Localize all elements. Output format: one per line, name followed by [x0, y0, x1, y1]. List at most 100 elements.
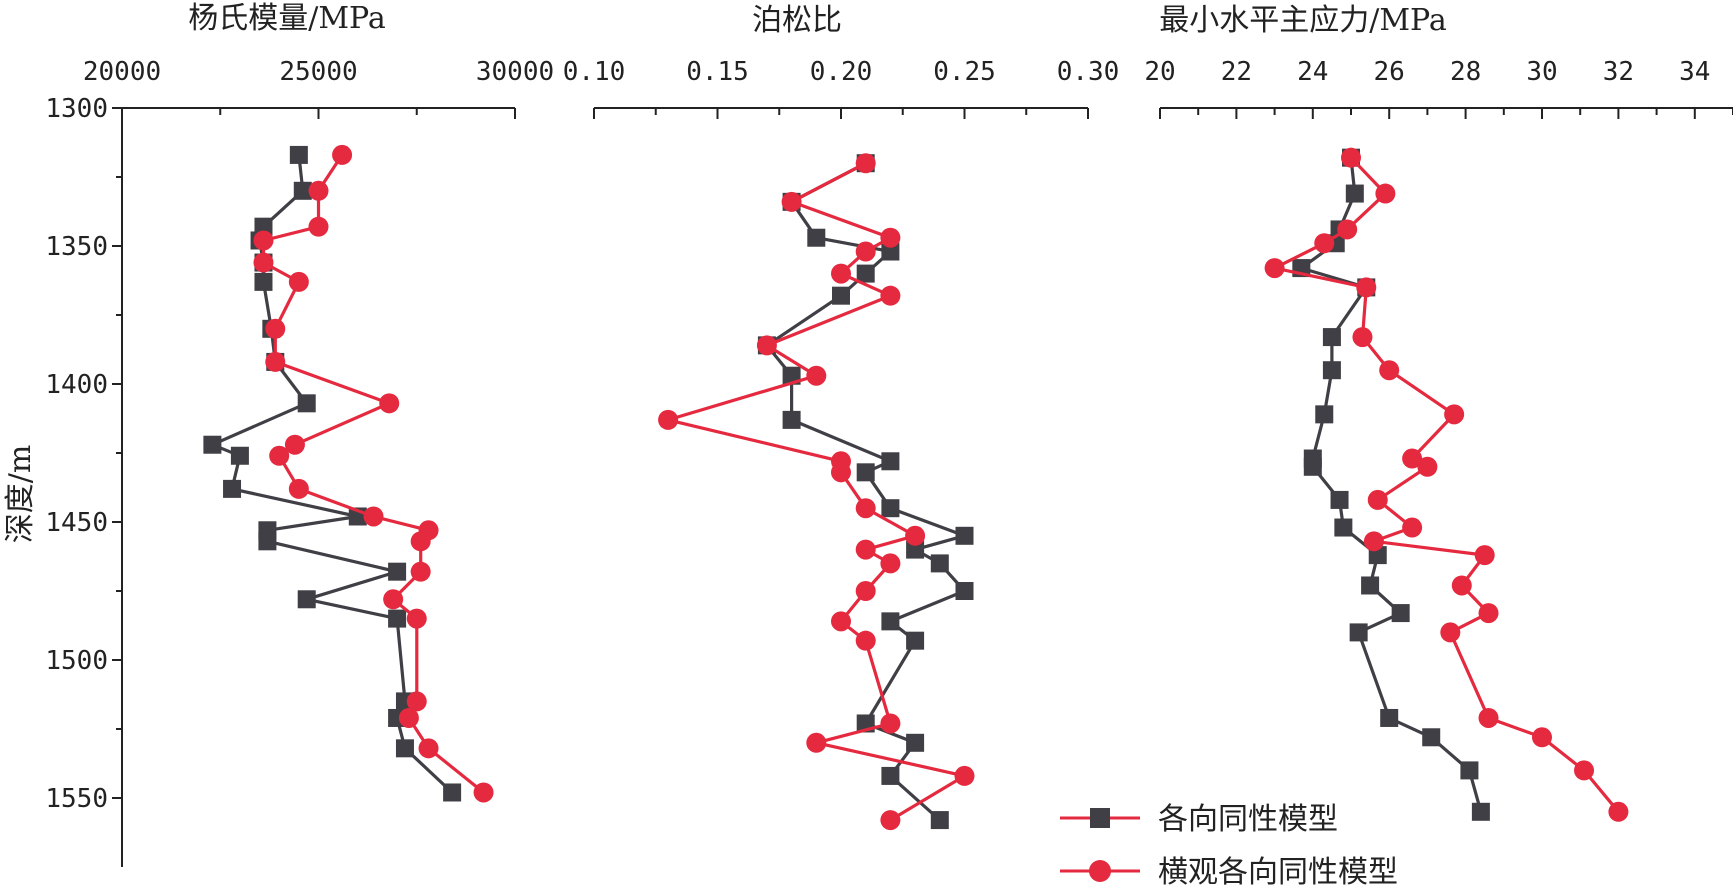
data-point-square — [223, 479, 242, 498]
data-point-circle — [880, 713, 901, 734]
data-point-circle — [1478, 603, 1499, 624]
data-point-circle — [806, 365, 827, 386]
data-point-square — [1345, 184, 1364, 203]
data-point-circle — [855, 630, 876, 651]
data-point-circle — [1356, 277, 1377, 298]
data-point-circle — [855, 241, 876, 262]
data-point-circle — [880, 285, 901, 306]
legend-marker-circle — [1089, 860, 1111, 882]
data-point-circle — [831, 462, 851, 483]
data-point-circle — [269, 445, 290, 466]
x-tick-label: 34 — [1679, 57, 1710, 87]
data-point-circle — [473, 782, 494, 803]
data-point-circle — [756, 335, 777, 356]
data-point-square — [258, 532, 277, 551]
data-point-circle — [1402, 448, 1423, 469]
y-tick-label: 1500 — [45, 646, 108, 676]
data-point-square — [782, 410, 801, 429]
data-point-square — [881, 766, 900, 785]
data-point-square — [443, 783, 462, 802]
data-point-square — [955, 582, 974, 600]
x-tick-label: 24 — [1297, 57, 1328, 87]
data-point-square — [388, 562, 407, 581]
data-point-square — [856, 463, 875, 482]
data-point-circle — [1363, 531, 1384, 552]
data-point-square — [1303, 457, 1322, 476]
legend: 各向同性模型 横观各向同性模型 — [1060, 802, 1398, 890]
data-point-circle — [1341, 147, 1361, 168]
data-point-square — [881, 452, 900, 471]
data-point-circle — [1379, 360, 1400, 381]
data-point-square — [906, 540, 925, 559]
data-point-square — [293, 181, 312, 200]
data-point-circle — [284, 434, 305, 455]
x-tick-label: 22 — [1221, 57, 1252, 87]
data-point-circle — [1574, 760, 1595, 781]
y-tick-label: 1550 — [45, 784, 108, 814]
data-point-circle — [308, 216, 329, 237]
series-line-vti-0 — [261, 154, 485, 794]
data-point-circle — [781, 191, 802, 212]
legend-label-iso: 各向同性模型 — [1158, 802, 1338, 837]
data-point-square — [1330, 490, 1349, 509]
data-point-square — [832, 286, 850, 305]
data-point-circle — [379, 393, 400, 414]
data-point-circle — [308, 180, 329, 201]
data-point-square — [906, 733, 925, 752]
data-point-circle — [1402, 517, 1423, 538]
x-tick-label: 26 — [1374, 57, 1405, 87]
data-point-square — [807, 228, 826, 247]
data-point-circle — [1444, 404, 1465, 425]
data-point-square — [1315, 405, 1334, 424]
y-tick-label: 1350 — [45, 232, 108, 262]
data-point-circle — [1478, 707, 1499, 728]
data-point-circle — [253, 252, 274, 273]
data-point-circle — [253, 230, 274, 251]
data-point-square — [203, 435, 222, 454]
data-point-circle — [880, 227, 901, 248]
data-point-circle — [406, 691, 427, 712]
data-point-circle — [332, 144, 353, 165]
data-point-circle — [855, 539, 876, 560]
x-tick-label: 32 — [1603, 57, 1634, 87]
x-tick-label: 0.30 — [1057, 57, 1120, 87]
y-tick-label: 1300 — [45, 94, 108, 124]
data-point-square — [1380, 708, 1399, 727]
data-point-square — [297, 394, 316, 413]
data-point-circle — [954, 765, 975, 786]
data-point-circle — [1608, 801, 1629, 822]
data-point-circle — [1375, 183, 1396, 204]
data-point-square — [1391, 604, 1410, 623]
data-point-circle — [288, 271, 309, 292]
data-point-square — [289, 145, 308, 164]
data-point-square — [881, 499, 900, 518]
data-point-circle — [1314, 233, 1335, 254]
series-line-vti-1 — [666, 161, 967, 822]
data-point-square — [1460, 761, 1479, 780]
data-point-circle — [265, 351, 286, 372]
data-point-square — [906, 631, 925, 650]
data-point-square — [1349, 623, 1368, 642]
legend-marker-square — [1090, 808, 1110, 828]
data-point-circle — [1532, 727, 1552, 748]
data-point-circle — [880, 810, 901, 831]
data-point-circle — [410, 531, 431, 552]
data-point-square — [955, 526, 974, 545]
data-point-square — [395, 739, 414, 758]
x-tick-label: 0.15 — [686, 57, 749, 87]
data-point-circle — [831, 611, 851, 632]
data-point-square — [881, 242, 900, 261]
data-point-circle — [410, 561, 431, 582]
data-point-square — [1322, 328, 1341, 347]
data-point-square — [930, 811, 949, 830]
data-point-circle — [406, 608, 427, 629]
data-point-square — [297, 590, 316, 609]
data-point-circle — [1417, 456, 1438, 477]
data-point-circle — [806, 732, 827, 753]
data-point-circle — [1440, 622, 1461, 643]
x-tick-label: 0.25 — [933, 57, 996, 87]
data-point-circle — [658, 409, 679, 430]
series-line-iso-1 — [765, 161, 967, 822]
panel-title-youngs-modulus: 杨氏模量/MPa — [188, 1, 386, 36]
